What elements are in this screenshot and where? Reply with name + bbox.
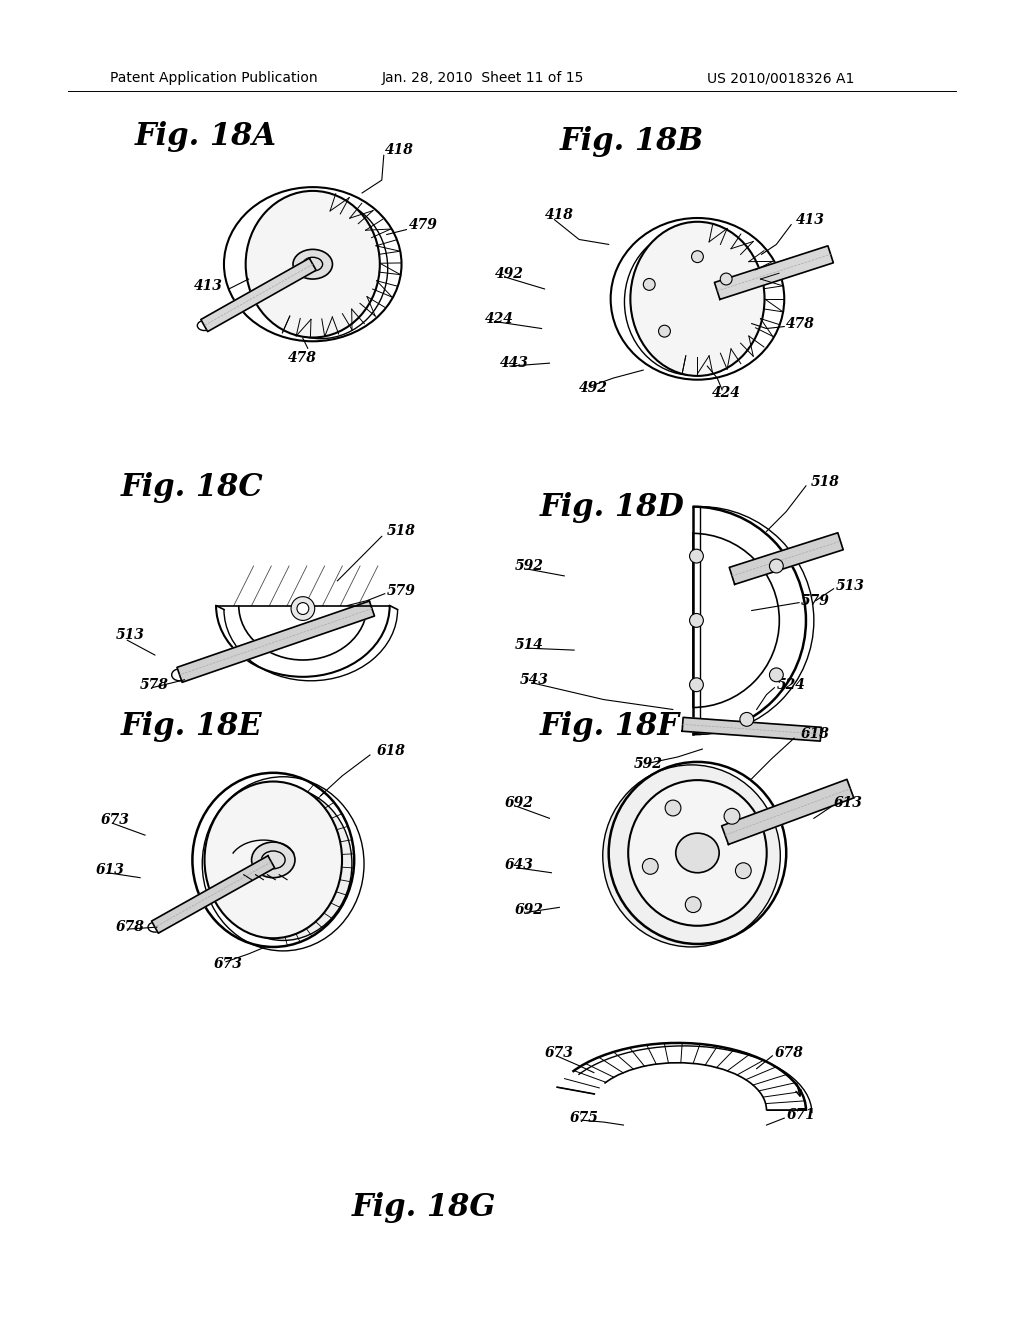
Polygon shape — [729, 533, 843, 585]
Text: 513: 513 — [116, 628, 144, 643]
Text: 424: 424 — [485, 312, 514, 326]
Text: 673: 673 — [545, 1045, 573, 1060]
Text: 518: 518 — [387, 524, 416, 539]
Circle shape — [769, 668, 783, 681]
Polygon shape — [201, 259, 316, 331]
Text: 478: 478 — [786, 317, 815, 330]
Ellipse shape — [214, 787, 352, 940]
Polygon shape — [715, 246, 834, 300]
Circle shape — [291, 597, 314, 620]
Text: Fig. 18F: Fig. 18F — [540, 711, 680, 742]
Ellipse shape — [628, 780, 767, 925]
Text: Patent Application Publication: Patent Application Publication — [110, 71, 317, 86]
Circle shape — [689, 677, 703, 692]
Text: 524: 524 — [776, 677, 805, 692]
Text: Fig. 18A: Fig. 18A — [135, 120, 278, 152]
Text: 673: 673 — [214, 957, 243, 970]
Ellipse shape — [252, 842, 295, 878]
Text: 671: 671 — [786, 1109, 815, 1122]
Text: 692: 692 — [515, 903, 544, 917]
Text: 692: 692 — [505, 796, 534, 810]
Text: 543: 543 — [520, 673, 549, 686]
Circle shape — [685, 896, 701, 912]
Text: 413: 413 — [796, 213, 825, 227]
Text: Fig. 18C: Fig. 18C — [121, 473, 263, 503]
Text: 413: 413 — [195, 279, 223, 293]
Text: 613: 613 — [834, 796, 862, 810]
Polygon shape — [682, 717, 821, 741]
Circle shape — [769, 560, 783, 573]
Text: 643: 643 — [505, 858, 534, 871]
Text: Fig. 18D: Fig. 18D — [540, 492, 684, 523]
Polygon shape — [722, 779, 854, 845]
Text: 592: 592 — [633, 756, 663, 771]
Text: 478: 478 — [288, 351, 317, 366]
Circle shape — [689, 614, 703, 627]
Circle shape — [735, 863, 752, 879]
Text: Fig. 18E: Fig. 18E — [121, 711, 262, 742]
Circle shape — [658, 325, 671, 337]
Text: 618: 618 — [377, 744, 406, 758]
Circle shape — [691, 251, 703, 263]
Text: 613: 613 — [95, 863, 125, 876]
Ellipse shape — [631, 222, 765, 376]
Text: 418: 418 — [385, 144, 414, 157]
Ellipse shape — [246, 191, 380, 338]
Text: US 2010/0018326 A1: US 2010/0018326 A1 — [708, 71, 855, 86]
Text: 479: 479 — [409, 218, 437, 231]
Circle shape — [666, 800, 681, 816]
Text: 513: 513 — [836, 578, 864, 593]
Circle shape — [643, 279, 655, 290]
Text: 443: 443 — [500, 356, 529, 370]
Text: 579: 579 — [801, 594, 829, 607]
Text: 514: 514 — [515, 638, 544, 652]
Polygon shape — [177, 601, 375, 682]
Text: 578: 578 — [140, 677, 169, 692]
Ellipse shape — [205, 781, 342, 939]
Text: 678: 678 — [774, 1045, 803, 1060]
Ellipse shape — [676, 833, 719, 873]
Text: 518: 518 — [811, 475, 840, 488]
Text: 675: 675 — [569, 1111, 598, 1125]
Ellipse shape — [293, 249, 333, 279]
Text: 579: 579 — [387, 583, 416, 598]
Text: Fig. 18B: Fig. 18B — [559, 125, 703, 157]
Circle shape — [720, 273, 732, 285]
Text: 673: 673 — [100, 813, 129, 828]
Text: Jan. 28, 2010  Sheet 11 of 15: Jan. 28, 2010 Sheet 11 of 15 — [382, 71, 584, 86]
Text: 618: 618 — [801, 727, 829, 742]
Text: 592: 592 — [515, 558, 544, 573]
Text: 418: 418 — [545, 207, 573, 222]
Ellipse shape — [603, 764, 780, 946]
Text: Fig. 18G: Fig. 18G — [352, 1192, 497, 1224]
Circle shape — [689, 549, 703, 564]
Text: 492: 492 — [496, 267, 524, 281]
Text: 678: 678 — [116, 920, 144, 935]
Text: 424: 424 — [713, 385, 741, 400]
Circle shape — [297, 603, 309, 615]
Circle shape — [740, 713, 754, 726]
Circle shape — [724, 808, 740, 824]
Circle shape — [642, 858, 658, 874]
Polygon shape — [152, 855, 274, 933]
Text: 492: 492 — [580, 381, 608, 395]
